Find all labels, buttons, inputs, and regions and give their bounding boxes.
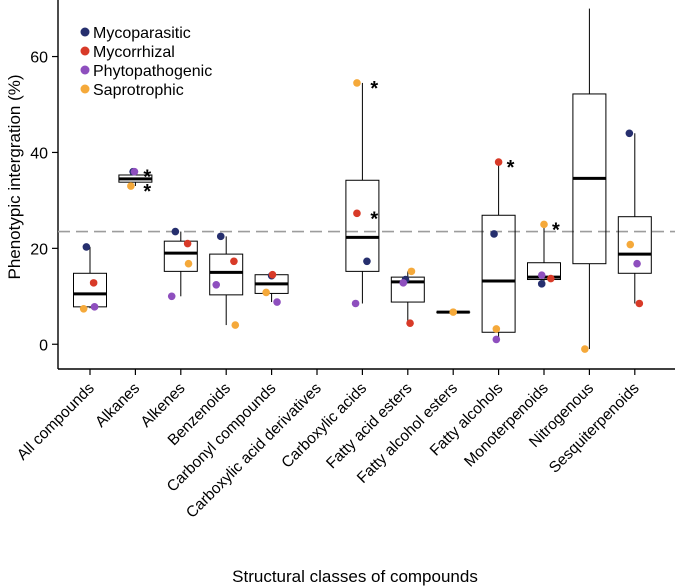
x-tick-label: Monoterpenoids	[461, 380, 552, 471]
box	[209, 253, 244, 296]
significance-asterisk: *	[507, 157, 515, 179]
significance-asterisk: *	[370, 78, 378, 100]
legend-mycoparasitic-label: Mycoparasitic	[93, 25, 191, 42]
saprotrophic-point	[127, 182, 135, 190]
mycorrhizal-point	[547, 274, 555, 283]
significance-asterisk: *	[552, 219, 560, 241]
box	[163, 240, 198, 272]
y-tick-label: 20	[30, 241, 48, 258]
legend-saprotrophic-marker	[80, 84, 90, 94]
mycoparasitic-point	[82, 243, 91, 251]
box	[73, 272, 107, 308]
phytopathogenic-point	[492, 335, 501, 344]
saprotrophic-point	[449, 308, 458, 316]
saprotrophic-point	[407, 267, 416, 276]
phytopathogenic-point	[130, 167, 139, 176]
phytopathogenic-point	[90, 303, 99, 311]
mycoparasitic-point	[363, 257, 371, 266]
mycorrhizal-point	[268, 270, 277, 279]
significance-asterisk: *	[143, 167, 151, 189]
phytopathogenic-point	[351, 299, 360, 308]
mycorrhizal-point	[230, 257, 238, 266]
significance-asterisk: *	[143, 181, 151, 203]
y-tick-label: 40	[30, 145, 48, 162]
x-tick-label: All compounds	[14, 380, 98, 464]
mycoparasitic-point	[490, 230, 498, 238]
mycorrhizal-point	[183, 239, 192, 248]
legend-saprotrophic-label: Saprotrophic	[93, 82, 184, 99]
phytopathogenic-point	[537, 271, 546, 280]
saprotrophic-point	[353, 79, 361, 87]
mycoparasitic-point	[625, 129, 634, 138]
saprotrophic-point	[492, 325, 501, 333]
box	[345, 179, 380, 272]
mycoparasitic-point	[171, 227, 180, 236]
y-tick-label: 60	[30, 50, 48, 67]
phytopathogenic-point	[273, 298, 281, 306]
mycorrhizal-point	[406, 319, 414, 327]
legend-phytopathogenic-label: Phytopathogenic	[93, 63, 212, 80]
box	[481, 214, 516, 333]
significance-asterisk: *	[370, 208, 378, 230]
legend-mycorrhizal-label: Mycorrhizal	[93, 44, 175, 61]
legend-phytopathogenic-marker	[80, 65, 90, 75]
mycorrhizal-point	[635, 299, 644, 308]
x-tick-label: Alkanes	[92, 380, 143, 431]
box	[617, 216, 652, 274]
saprotrophic-point	[581, 345, 589, 353]
saprotrophic-point	[231, 321, 240, 329]
saprotrophic-point	[540, 220, 548, 229]
phytopathogenic-point	[167, 292, 176, 301]
mycoparasitic-point	[537, 280, 546, 288]
mycorrhizal-point	[494, 158, 503, 166]
phytopathogenic-point	[212, 280, 221, 289]
mycorrhizal-point	[89, 279, 98, 287]
legend-mycoparasitic-marker	[80, 27, 90, 37]
saprotrophic-point	[79, 304, 88, 313]
x-axis-title: Structural classes of compounds	[232, 567, 478, 586]
saprotrophic-point	[184, 259, 193, 268]
mycorrhizal-point	[353, 209, 361, 218]
legend-mycorrhizal-marker	[80, 46, 90, 56]
y-tick-label: 0	[39, 337, 48, 354]
mycoparasitic-point	[216, 232, 225, 241]
box	[527, 262, 561, 281]
phytopathogenic-point	[633, 259, 641, 268]
saprotrophic-point	[262, 288, 270, 297]
phytopathogenic-point	[399, 279, 408, 287]
y-axis-title: Phenotypic intergration (%)	[5, 74, 24, 279]
saprotrophic-point	[626, 240, 635, 249]
